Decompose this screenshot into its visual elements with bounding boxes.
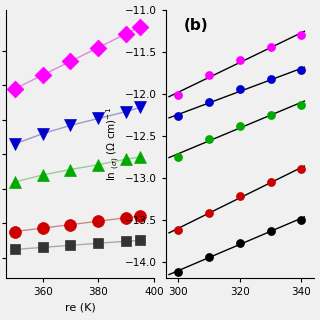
Point xyxy=(138,155,143,160)
Point xyxy=(299,32,304,37)
Point xyxy=(124,109,129,114)
Y-axis label: ln $_{(\sigma)}$ $(\Omega$ cm$)^{-1}$: ln $_{(\sigma)}$ $(\Omega$ cm$)^{-1}$ xyxy=(105,107,122,181)
Text: (b): (b) xyxy=(184,18,208,33)
Point xyxy=(299,167,304,172)
Point xyxy=(206,73,212,78)
Point xyxy=(40,245,45,250)
Point xyxy=(237,87,242,92)
Point xyxy=(176,93,181,98)
Point xyxy=(176,227,181,232)
Point xyxy=(12,247,17,252)
Point xyxy=(268,228,273,233)
Point xyxy=(124,31,129,36)
Point xyxy=(206,100,212,105)
Point xyxy=(124,156,129,162)
Point xyxy=(96,219,101,224)
Point xyxy=(12,141,17,147)
Point xyxy=(206,255,212,260)
Point xyxy=(68,222,73,227)
Point xyxy=(138,214,143,219)
Point xyxy=(68,167,73,172)
Point xyxy=(68,123,73,128)
Point xyxy=(68,243,73,248)
Point xyxy=(40,226,45,231)
Point xyxy=(138,105,143,110)
Point xyxy=(299,68,304,73)
Point xyxy=(138,238,143,243)
Point xyxy=(96,45,101,50)
Point xyxy=(176,114,181,119)
Point xyxy=(68,59,73,64)
Point xyxy=(237,241,242,246)
Point xyxy=(12,86,17,92)
Point xyxy=(299,102,304,107)
Point xyxy=(176,154,181,159)
Point xyxy=(124,215,129,220)
Point xyxy=(176,269,181,274)
Point xyxy=(237,194,242,199)
Point xyxy=(268,179,273,184)
Point xyxy=(96,241,101,246)
Point xyxy=(124,239,129,244)
X-axis label: re (K): re (K) xyxy=(65,303,96,313)
Point xyxy=(237,58,242,63)
Point xyxy=(268,112,273,117)
Point xyxy=(268,45,273,50)
Point xyxy=(237,123,242,128)
Point xyxy=(268,77,273,82)
Point xyxy=(40,73,45,78)
Point xyxy=(12,179,17,184)
Point xyxy=(96,116,101,121)
Point xyxy=(96,162,101,167)
Point xyxy=(206,136,212,141)
Point xyxy=(138,24,143,29)
Point xyxy=(40,172,45,178)
Point xyxy=(40,131,45,136)
Point xyxy=(12,229,17,234)
Point xyxy=(206,210,212,215)
Point xyxy=(299,217,304,222)
